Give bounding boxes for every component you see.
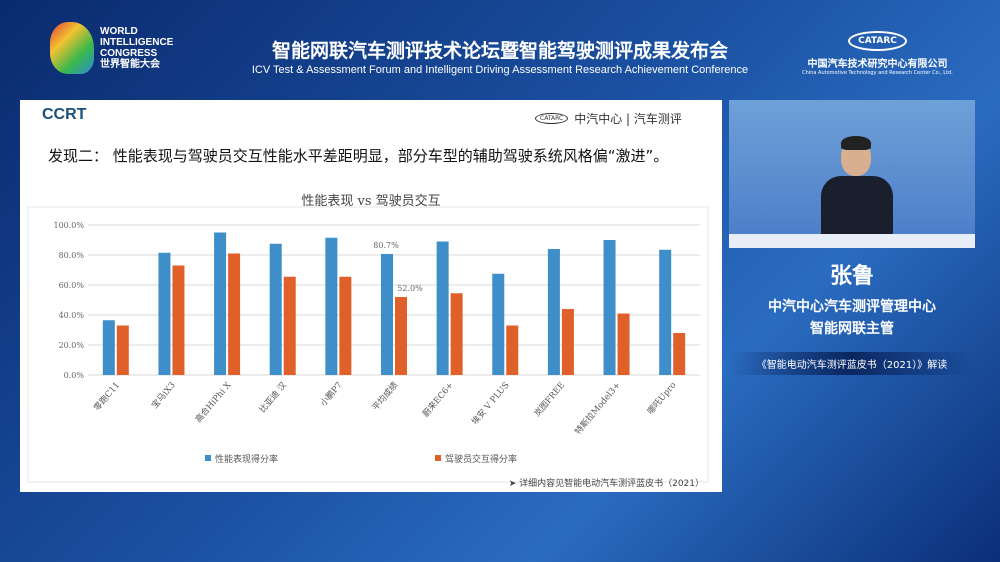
bar-interaction	[506, 325, 519, 375]
wic-logo-mark	[50, 22, 94, 74]
conference-title: 智能网联汽车测评技术论坛暨智能驾驶测评成果发布会	[271, 40, 728, 62]
talk-topic: 《智能电动汽车测评蓝皮书（2021）》解读	[729, 352, 975, 375]
bar-performance	[269, 243, 282, 375]
logo-text: 世界智能大会	[100, 59, 160, 70]
speaker-org: 中汽中心汽车测评管理中心	[768, 299, 936, 315]
data-label: 52.0%	[397, 284, 423, 293]
bar-interaction	[395, 297, 407, 375]
bar-performance	[603, 240, 616, 375]
bar-interaction	[673, 333, 686, 375]
bar-chart: 0.0% 20.0% 40.0% 60.0% 80.0% 100.0% 零跑C11 宝马iX3…	[27, 206, 709, 483]
bar-interaction	[339, 276, 352, 375]
logo-text: WORLD	[100, 26, 138, 37]
bar-performance	[659, 249, 672, 375]
presentation-slide: CCRT CATARC 中汽中心 | 汽车测评 发现二： 性能表现与驾驶员交互性…	[20, 100, 722, 492]
bar-performance	[381, 253, 393, 375]
desk	[729, 234, 975, 248]
speaker-name: 张鲁	[829, 264, 874, 289]
x-tick-label: 比亚迪 汉	[257, 379, 289, 415]
bar-performance	[102, 320, 115, 375]
bar-interaction	[283, 276, 296, 375]
bar-interaction	[228, 253, 241, 375]
bar-interaction	[450, 293, 463, 375]
brand-text: 中汽中心 | 汽车测评	[574, 112, 682, 126]
y-tick-label: 80.0%	[59, 251, 85, 260]
conference-title-en: ICV Test & Assessment Forum and Intellig…	[251, 64, 749, 76]
bar-interaction	[116, 325, 129, 375]
bar-performance	[492, 273, 505, 375]
bar-interaction	[172, 265, 185, 375]
speaker-hair	[841, 136, 871, 150]
legend-label: 性能表现得分率	[215, 453, 278, 465]
logo-text: CONGRESS	[100, 48, 158, 59]
x-tick-label: 哪吒Upro	[646, 381, 679, 417]
finding-text: 发现二： 性能表现与驾驶员交互性能水平差距明显，部分车型的辅助驾驶系统风格偏“激…	[48, 147, 669, 165]
speaker-video	[729, 100, 975, 248]
y-tick-label: 20.0%	[59, 341, 85, 350]
bar-interaction	[561, 309, 574, 375]
org-name: 中国汽车技术研究中心有限公司	[807, 59, 948, 70]
x-tick-label: 蔚来EC6+	[420, 380, 456, 419]
bar-performance	[436, 241, 449, 375]
x-tick-label: 岚图FREE	[533, 381, 567, 419]
wic-logo: WORLD INTELLIGENCE CONGRESS 世界智能大会	[50, 22, 173, 74]
x-tick-label: 特斯拉Model3+	[573, 380, 623, 437]
speaker-title: 中汽中心汽车测评管理中心 智能网联主管	[729, 296, 975, 340]
conference-header: WORLD INTELLIGENCE CONGRESS 世界智能大会 智能网联汽…	[0, 0, 1000, 95]
catarc-logo: CATARC 中国汽车技术研究中心有限公司 China Automotive T…	[800, 28, 955, 76]
bar-performance	[325, 237, 338, 375]
source-note: ➤ 详细内容见智能电动汽车测评蓝皮书（2021）	[508, 479, 704, 489]
x-tick-label: 高合HiPhi X	[193, 379, 234, 425]
bar-interaction	[617, 313, 630, 375]
y-tick-label: 100.0%	[53, 221, 84, 230]
catarc-mark: CATARC	[848, 31, 907, 51]
x-tick-label: 小鹏P7	[318, 380, 345, 409]
y-tick-label: 0.0%	[64, 371, 85, 380]
catarc-small-logo: CATARC	[535, 113, 569, 124]
chart-frame	[27, 206, 709, 483]
y-tick-label: 40.0%	[59, 311, 85, 320]
bar-performance	[158, 252, 171, 375]
bar-performance	[547, 249, 560, 375]
legend-swatch	[205, 455, 211, 461]
x-tick-label: 零跑C11	[92, 380, 122, 413]
y-tick-label: 60.0%	[59, 281, 85, 290]
x-tick-label: 宝马iX3	[149, 380, 177, 411]
legend-swatch	[435, 455, 441, 461]
data-label: 80.7%	[373, 241, 399, 250]
logo-text: INTELLIGENCE	[100, 37, 174, 48]
slide-brand-right: CATARC 中汽中心 | 汽车测评	[535, 110, 682, 127]
x-tick-label: 平均成绩	[370, 379, 401, 412]
speaker-figure	[821, 176, 893, 236]
org-name-en: China Automotive Technology and Research…	[802, 70, 953, 76]
chart-title: 性能表现 vs 驾驶员交互	[301, 194, 441, 209]
bar-performance	[214, 232, 227, 375]
legend-label: 驾驶员交互得分率	[445, 453, 517, 465]
ccrt-logo: CCRT	[42, 106, 87, 123]
speaker-role: 智能网联主管	[810, 321, 894, 337]
x-tick-label: 埃安 V PLUS	[469, 380, 511, 427]
